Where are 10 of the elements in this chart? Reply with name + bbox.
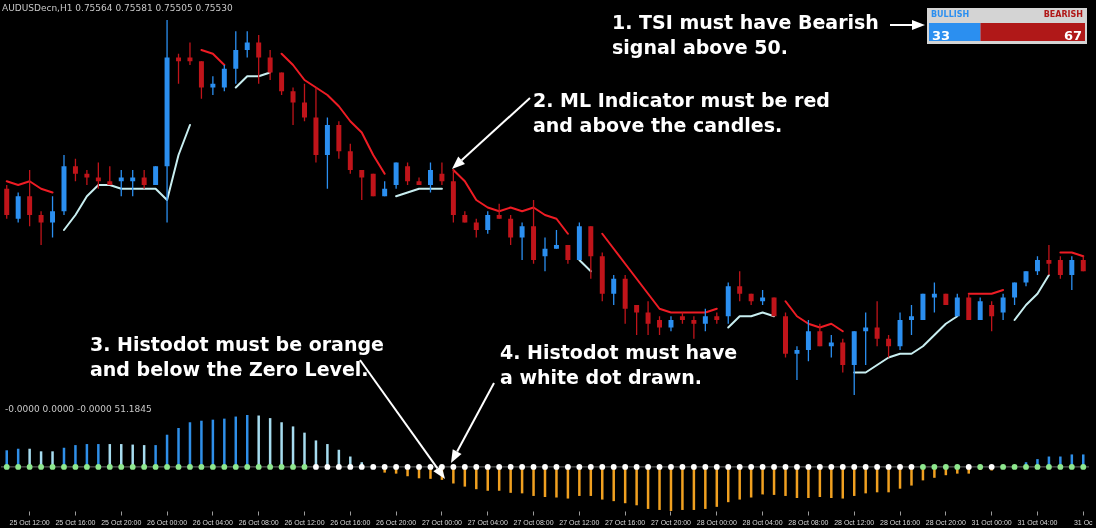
annotation: 2. ML Indicator must be red and above the candles. <box>533 89 830 136</box>
data-label: 33 <box>932 28 951 43</box>
annotation: 3. Histodot must be orange and below the Zero Level. <box>90 333 384 380</box>
data-label: 67 <box>1063 28 1082 43</box>
text: -0.0000 0.0000 -0.0000 51.1845 <box>5 404 152 414</box>
series-label: BEARISH <box>1043 10 1083 19</box>
text: AUDUSDecn,H1 0.75564 0.75581 0.75505 0.75530 <box>2 3 234 13</box>
annotation: 4. Histodot must have a white dot drawn. <box>500 341 738 388</box>
series-label: BULLISH <box>931 10 970 19</box>
annotation: 1. TSI must have Bearish signal above 50. <box>612 11 879 58</box>
